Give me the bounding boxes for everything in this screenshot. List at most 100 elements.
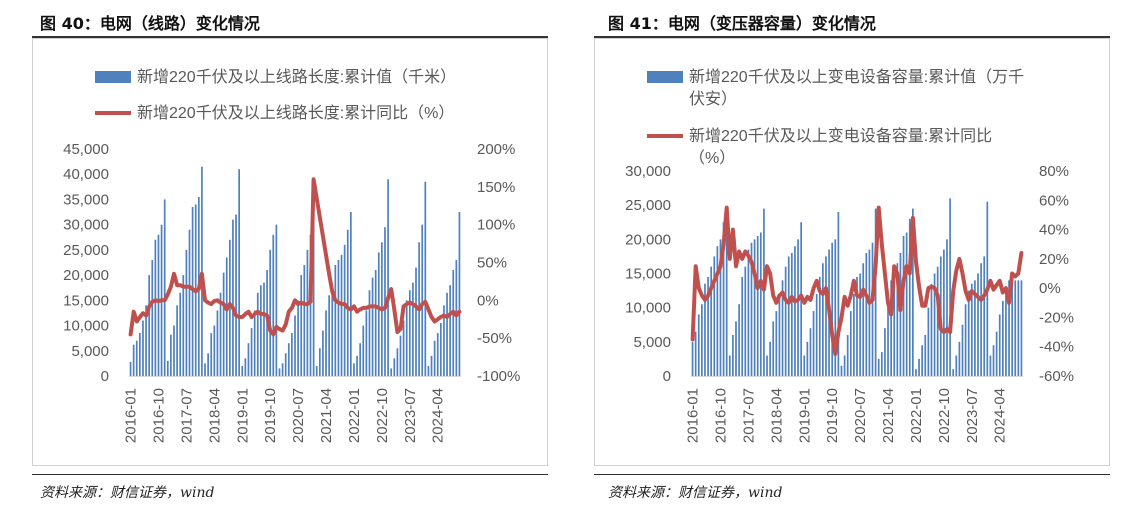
x-tick-label: 2018-04 — [206, 388, 223, 443]
bar — [349, 212, 352, 376]
bar — [732, 335, 734, 376]
bar — [840, 365, 843, 376]
x-tick-label: 2019-10 — [262, 388, 279, 443]
bar — [297, 300, 299, 376]
bar — [818, 276, 821, 376]
bar — [741, 276, 744, 376]
bar — [331, 285, 334, 376]
y-left-tick-label: 40,000 — [63, 166, 109, 183]
bar — [446, 292, 448, 376]
bar — [238, 169, 241, 376]
bar — [154, 239, 157, 376]
y-right-tick-label: 0% — [1039, 280, 1061, 297]
bar — [269, 249, 272, 376]
y-left-tick-label: 5,000 — [71, 343, 109, 360]
bar — [719, 239, 722, 376]
bar — [300, 275, 303, 376]
legend-bar-label-cont: 伏安） — [689, 90, 737, 108]
bar — [219, 292, 222, 376]
bar — [853, 294, 855, 376]
bar — [992, 345, 995, 376]
y-right-tick-label: -100% — [477, 368, 520, 385]
bar — [328, 295, 330, 376]
bar — [250, 328, 253, 376]
bar — [377, 252, 380, 376]
bar — [759, 232, 762, 376]
bar — [859, 273, 861, 376]
x-tick-label: 2023-07 — [402, 388, 419, 443]
bar — [399, 335, 402, 376]
bar — [725, 208, 728, 376]
bar — [812, 311, 815, 376]
bar — [784, 266, 787, 376]
bar — [284, 353, 287, 376]
bar — [949, 198, 951, 376]
bar — [977, 273, 979, 376]
bar — [806, 341, 809, 376]
bar — [995, 331, 998, 376]
bar — [728, 355, 731, 376]
bar — [1014, 280, 1017, 376]
y-left-tick-label: 10,000 — [63, 318, 109, 335]
bar — [334, 265, 337, 376]
chart-legend: 新增220千伏及以上线路长度:累计值（千米） 新增220千伏及以上线路长度:累计同… — [95, 68, 456, 122]
bar — [173, 325, 175, 376]
bar — [163, 199, 166, 376]
bar — [281, 363, 284, 376]
bar — [433, 340, 436, 376]
bar — [182, 275, 185, 376]
bar — [353, 363, 355, 376]
bar — [275, 224, 278, 376]
y-right-tick-label: -50% — [477, 330, 512, 347]
bar — [309, 234, 312, 376]
bar — [974, 280, 976, 376]
bar — [151, 259, 154, 376]
x-tick-label: 2021-04 — [880, 388, 897, 443]
bar — [185, 249, 188, 376]
bar — [291, 333, 293, 376]
bar — [362, 325, 365, 376]
bar — [744, 266, 747, 376]
right-chart-frame: 新增220千伏及以上变电设备容量:累计值（万千 伏安） 新增220千伏及以上变电设备… — [594, 38, 1110, 466]
bar — [983, 256, 986, 376]
bar — [244, 358, 247, 376]
bar — [142, 320, 144, 376]
legend-line-label: 新增220千伏及以上变电设备容量:累计同比 — [689, 127, 992, 145]
bar — [936, 266, 939, 376]
bar — [359, 343, 362, 376]
left-title-rule — [32, 36, 548, 38]
legend-bar-label: 新增220千伏及以上变电设备容量:累计值（万千 — [689, 68, 1024, 86]
bar — [846, 335, 849, 376]
bar — [834, 239, 837, 376]
bar — [933, 273, 936, 376]
x-tick-label: 2016-10 — [712, 388, 729, 443]
bar — [738, 304, 740, 376]
bar — [862, 263, 865, 376]
y-right-tick-label: 50% — [477, 255, 507, 272]
legend-bar-swatch — [647, 71, 683, 83]
bar — [346, 229, 349, 376]
bar — [899, 253, 902, 376]
left-chart: 新增220千伏及以上线路长度:累计值（千米） 新增220千伏及以上线路长度:累计同… — [63, 68, 520, 443]
bar — [365, 310, 368, 376]
x-tick-label: 2016-01 — [123, 388, 140, 443]
bar — [256, 292, 259, 376]
bar — [436, 333, 439, 376]
bar — [1011, 280, 1013, 376]
x-tick-label: 2016-10 — [150, 388, 167, 443]
bar — [294, 315, 296, 376]
bar — [958, 341, 961, 376]
bar — [946, 239, 948, 376]
bar — [905, 232, 908, 376]
bar — [368, 290, 371, 376]
left-source-rule — [32, 474, 548, 475]
bar — [443, 305, 445, 376]
right-source-rule — [594, 474, 1110, 475]
bar — [970, 283, 973, 376]
bar — [902, 235, 905, 376]
bar — [704, 283, 706, 376]
bar — [998, 314, 1001, 376]
yoy-line — [690, 205, 1024, 356]
bar — [967, 290, 970, 376]
